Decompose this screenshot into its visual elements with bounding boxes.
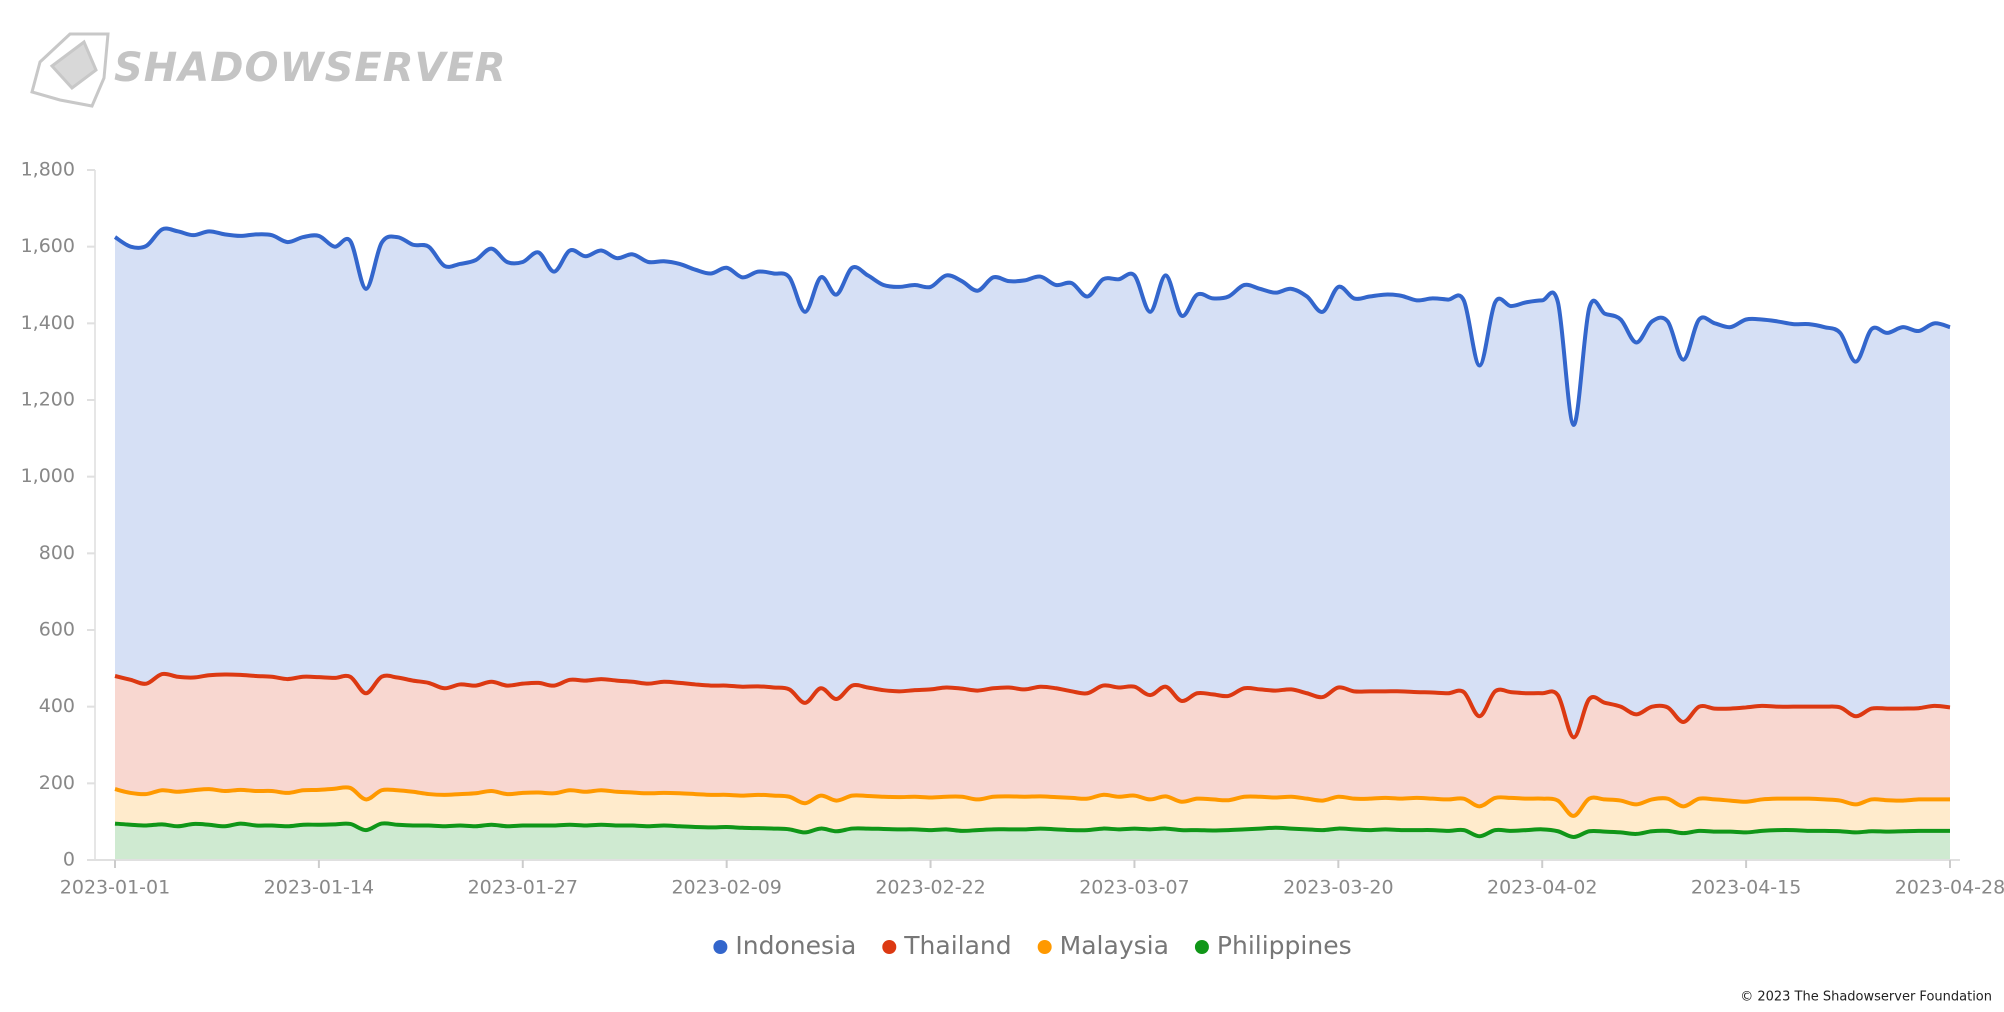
line <box>114 785 1950 818</box>
x-tick-label: 2023-04-28 <box>1895 877 2004 899</box>
x-tick-label: 2023-02-09 <box>671 877 781 899</box>
y-tick-label: 200 <box>39 772 75 794</box>
legend-label: Indonesia <box>735 931 856 960</box>
x-tick-label: 2023-04-02 <box>1487 877 1597 899</box>
line <box>114 671 1951 740</box>
footer: © 2023 The Shadowserver Foundation <box>1740 990 1992 1005</box>
y-tick-label: 600 <box>39 619 75 641</box>
line <box>114 821 1950 839</box>
x-tick-label: 2023-03-07 <box>1079 877 1189 899</box>
y-tick-label: 1,800 <box>21 159 75 181</box>
legend-label: Thailand <box>903 931 1011 960</box>
x-tick-label: 2023-03-20 <box>1283 877 1393 899</box>
legend-marker <box>882 940 897 954</box>
y-tick-label: 1,200 <box>21 389 75 411</box>
logo-icon <box>30 32 110 108</box>
line <box>113 226 1951 427</box>
legend-marker <box>713 940 728 954</box>
legend-marker <box>1037 940 1052 954</box>
x-tick-label: 2023-01-14 <box>264 877 374 899</box>
x-tick-label: 2023-02-22 <box>875 877 985 899</box>
y-tick-label: 1,000 <box>21 465 75 487</box>
x-tick-label: 2023-01-27 <box>468 877 578 899</box>
y-tick-label: 0 <box>63 849 75 871</box>
legend-label: Philippines <box>1217 931 1352 960</box>
legend-marker <box>1194 940 1209 954</box>
x-tick-label: 2023-01-01 <box>60 877 170 899</box>
y-tick-label: 1,600 <box>21 235 75 257</box>
y-tick-label: 1,400 <box>21 312 75 334</box>
x-tick-label: 2023-04-15 <box>1691 877 1801 899</box>
legend: Indonesia Thailand Malaysia Philippines <box>713 931 1352 960</box>
y-tick-label: 400 <box>39 695 75 717</box>
legend-label: Malaysia <box>1060 931 1169 960</box>
y-tick-label: 800 <box>39 542 75 564</box>
logo-text: SHADOWSERVER <box>114 45 507 91</box>
